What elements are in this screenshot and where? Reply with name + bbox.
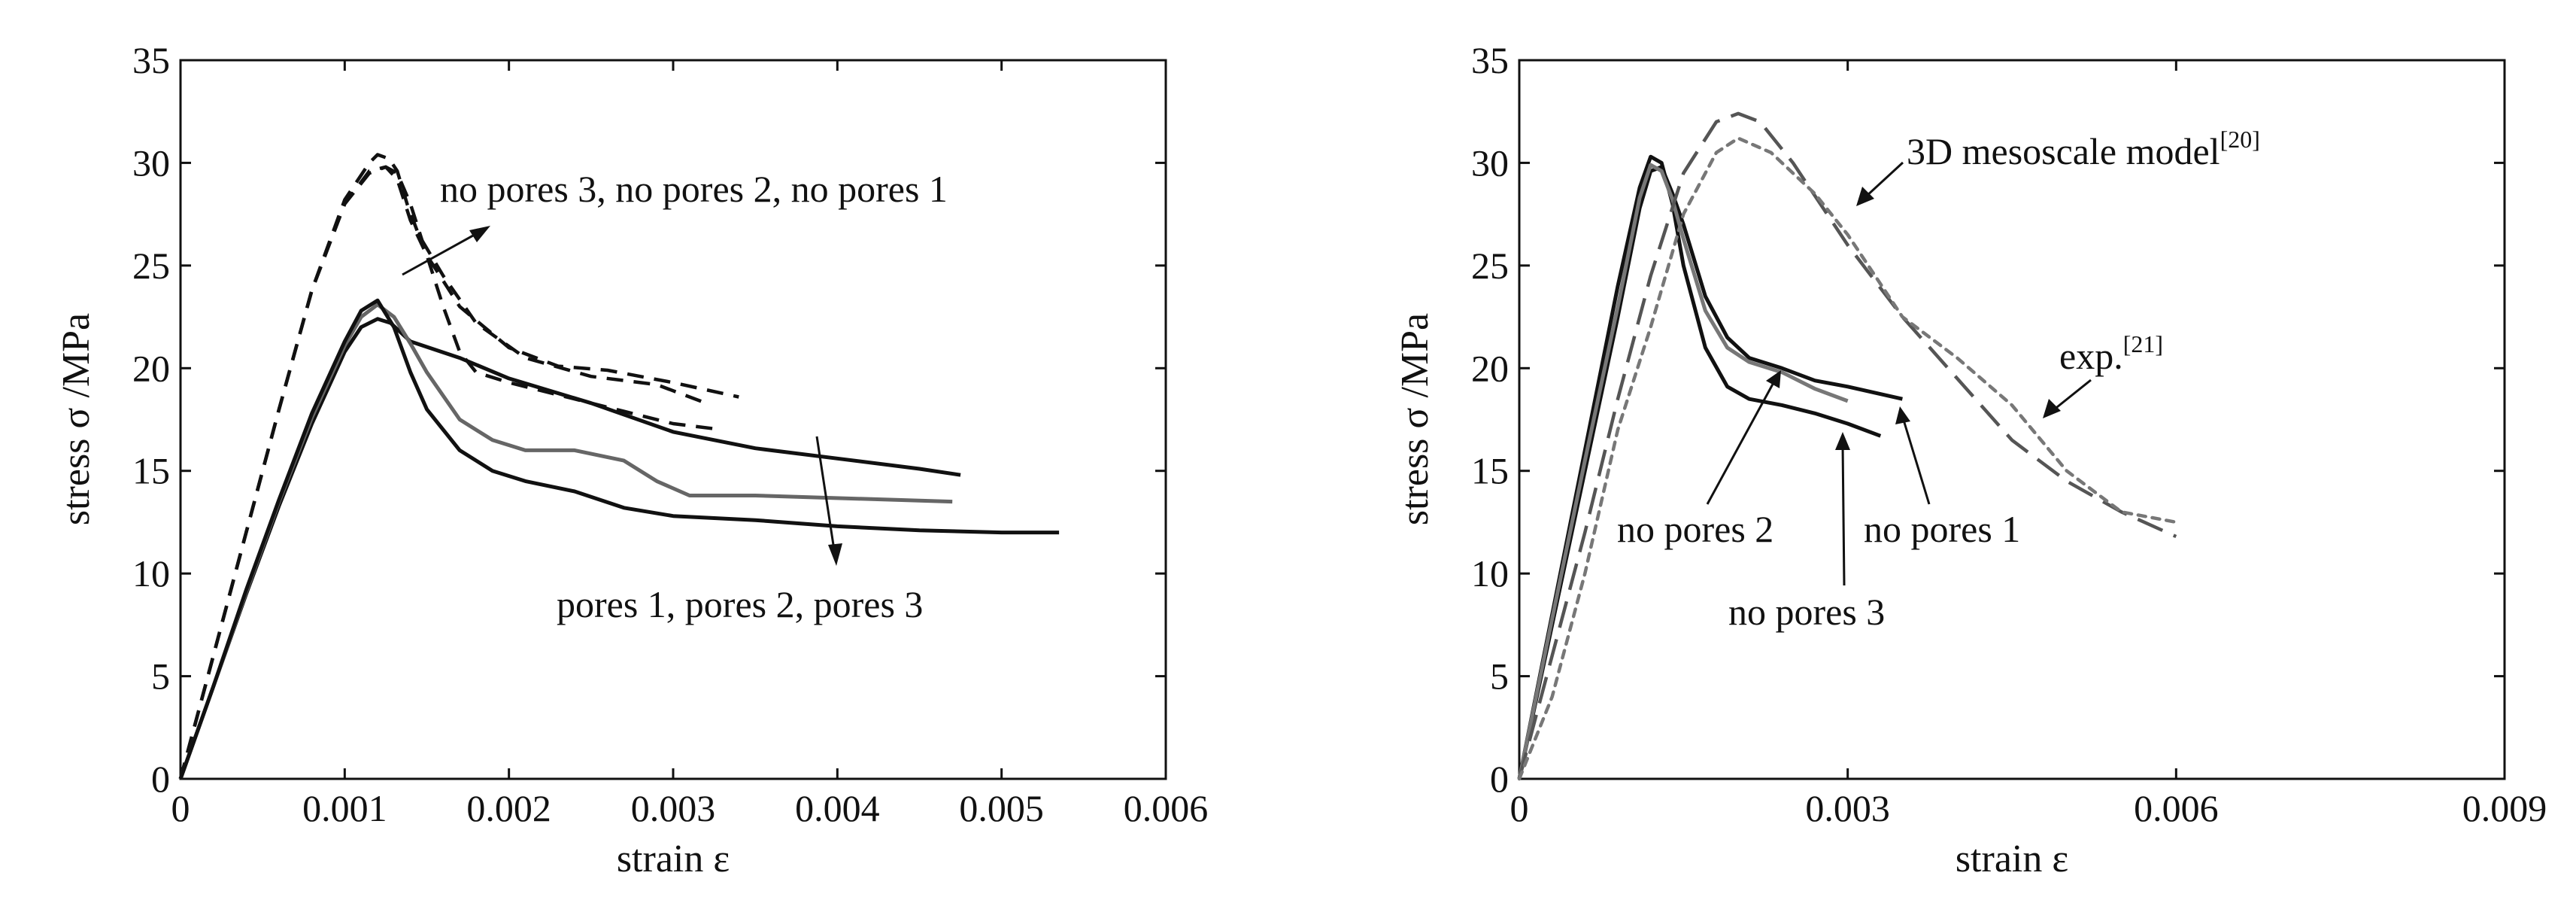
left-series-5	[178, 303, 953, 780]
right-annotation-no-pores-1-arrowhead	[1895, 406, 1910, 424]
right-x-axis-label: strain ε	[1956, 838, 2068, 880]
right-series-5	[1517, 136, 2178, 781]
left-y-tick-label: 30	[132, 141, 170, 184]
left-y-tick-label: 25	[132, 245, 170, 287]
right-annotation-no-pores-2-arrow	[1706, 379, 1776, 505]
left-x-tick-label: 0.002	[466, 787, 551, 829]
right-series-2	[1517, 165, 1903, 780]
right-y-tick-label: 20	[1471, 347, 1509, 389]
left-x-tick-label: 0.005	[959, 787, 1044, 829]
left-y-axis-label: stress σ /MPa	[55, 313, 98, 525]
right-annotation-no-pores-3-arrowhead	[1835, 432, 1850, 450]
left-x-tick-label: 0.001	[302, 787, 387, 829]
left-ticks	[179, 59, 1167, 780]
right-y-tick-label: 10	[1471, 552, 1509, 594]
left-tick-labels: 0 0.001 0.002 0.003 0.004 0.005 0.006 0 5 10 15 20 2…	[132, 39, 1208, 829]
left-y-tick-label: 0	[151, 758, 170, 800]
left-x-tick-label: 0.003	[631, 787, 716, 829]
right-annotation-exp-arrow	[2053, 379, 2092, 412]
left-chart: 0 0.001 0.002 0.003 0.004 0.005 0.006 0 5 10 15 20 2…	[55, 39, 1208, 880]
left-series-2	[178, 165, 739, 780]
left-x-tick-label: 0.006	[1124, 787, 1209, 829]
right-y-tick-label: 30	[1471, 141, 1509, 184]
right-tick-labels: 0 0.003 0.006 0.009 0 5 10 15 20 25 30 35	[1471, 39, 2547, 829]
right-annotation-exp-arrowhead	[2043, 399, 2061, 418]
left-annotation-pores: pores 1, pores 2, pores 3	[557, 583, 923, 625]
right-annotation-no-pores-1: no pores 1	[1864, 508, 2020, 550]
left-annotation-pores-arrow	[815, 436, 836, 555]
right-y-tick-label: 35	[1471, 39, 1509, 81]
left-x-axis-label: strain ε	[617, 838, 730, 880]
left-x-tick-label: 0	[171, 787, 190, 829]
right-series-group	[1517, 111, 2178, 781]
left-series-group	[178, 153, 1060, 780]
left-series-6	[178, 298, 1060, 780]
right-annotation-3d-model: 3D mesoscale model[20]	[1907, 126, 2260, 172]
right-y-tick-label: 5	[1490, 655, 1509, 698]
right-annotation-no-pores-2-arrowhead	[1766, 370, 1781, 388]
right-x-tick-label: 0.006	[2134, 787, 2219, 829]
left-y-tick-label: 5	[151, 655, 170, 698]
right-plot-frame	[1518, 59, 2506, 780]
right-y-tick-label: 0	[1490, 758, 1509, 800]
left-annotation-no-pores-arrowhead	[469, 226, 490, 242]
right-x-tick-label: 0.003	[1805, 787, 1890, 829]
right-series-3	[1517, 163, 1849, 780]
right-annotation-no-pores-2: no pores 2	[1617, 508, 1773, 550]
left-y-tick-label: 20	[132, 347, 170, 389]
right-y-tick-label: 25	[1471, 245, 1509, 287]
left-y-tick-label: 15	[132, 450, 170, 492]
left-y-tick-label: 35	[132, 39, 170, 81]
right-annotation-3d-model-arrow	[1864, 161, 1904, 199]
right-annotation-no-pores-3: no pores 3	[1728, 591, 1885, 633]
right-series-1	[1517, 154, 1882, 780]
right-x-tick-label: 0	[1510, 787, 1529, 829]
left-annotation-no-pores: no pores 3, no pores 2, no pores 1	[440, 168, 948, 210]
right-x-tick-label: 0.009	[2462, 787, 2547, 829]
left-annotation-no-pores-arrow	[402, 230, 481, 276]
right-y-axis-label: stress σ /MPa	[1394, 313, 1437, 525]
right-annotation-no-pores-3-arrow	[1841, 443, 1846, 586]
right-annotation-no-pores-1-arrow	[1901, 417, 1931, 505]
right-annotation-3d-model-arrowhead	[1856, 187, 1874, 206]
left-series-4	[178, 317, 961, 780]
left-annotation-pores-arrowhead	[828, 543, 842, 566]
left-series-1	[178, 153, 707, 780]
right-annotation-exp: exp.[21]	[2059, 330, 2163, 377]
left-y-tick-label: 10	[132, 552, 170, 594]
right-y-tick-label: 15	[1471, 450, 1509, 492]
left-x-tick-label: 0.004	[795, 787, 880, 829]
